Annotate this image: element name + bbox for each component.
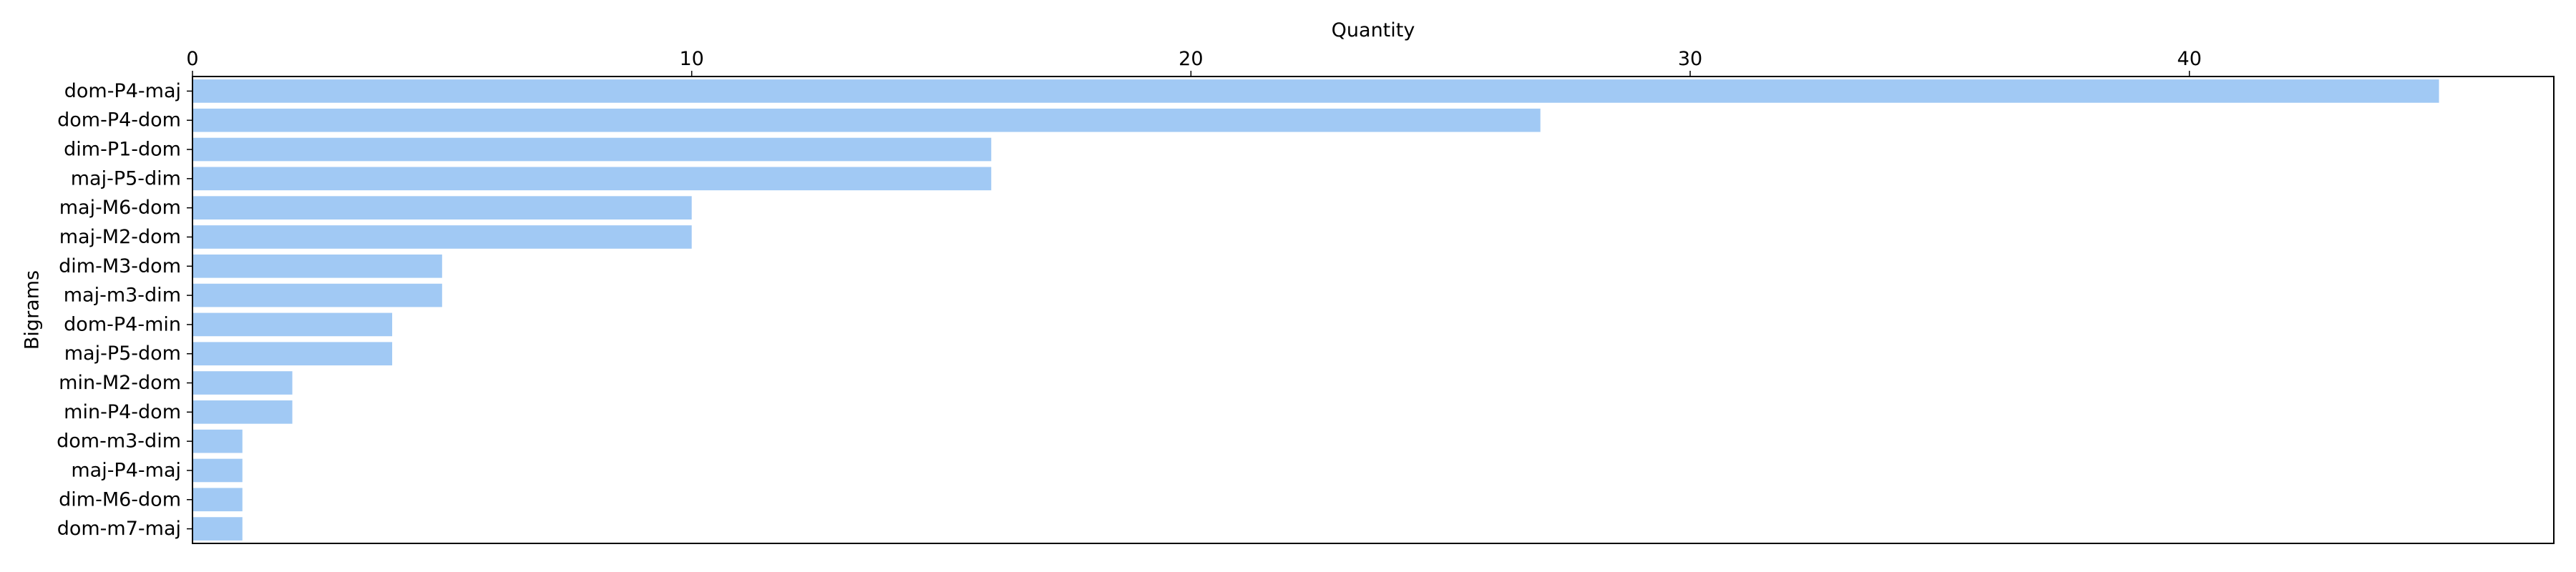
y-tick-label: maj-m3-dim [64, 285, 181, 307]
y-tick-label: maj-M6-dom [59, 197, 181, 219]
y-tick-label: dom-m3-dim [57, 430, 181, 453]
bars-group [192, 79, 2439, 541]
bar-maj-P5-dim [192, 167, 992, 191]
y-tick-label: dom-P4-min [64, 313, 181, 335]
y-tick-label: maj-P4-maj [71, 459, 181, 481]
y-tick-label: min-P4-dom [64, 401, 181, 423]
bar-maj-P5-dom [192, 342, 393, 366]
bar-dom-m3-dim [192, 429, 243, 453]
x-tick-label: 40 [2177, 48, 2202, 70]
bar-dom-P4-maj [192, 79, 2439, 103]
bar-maj-m3-dim [192, 283, 442, 307]
plot-frame [192, 76, 2555, 544]
y-tick-label: dim-M3-dom [59, 255, 181, 277]
y-tick-label: dim-M6-dom [59, 488, 181, 511]
y-tick-label: dim-P1-dom [64, 139, 181, 161]
x-tick-label: 30 [1678, 48, 1702, 70]
bar-dim-P1-dom [192, 137, 992, 162]
bar-min-P4-dom [192, 400, 293, 424]
bar-maj-M6-dom [192, 196, 692, 220]
y-tick-label: min-M2-dom [59, 372, 181, 394]
y-tick-label: dom-P4-dom [57, 109, 181, 132]
x-tick-label: 10 [679, 48, 703, 70]
y-axis: dom-P4-maj dom-P4-dom dim-P1-dom maj-P5-dim… [57, 80, 192, 540]
bar-dom-P4-min [192, 312, 393, 337]
y-tick-label: dom-P4-maj [64, 80, 181, 102]
y-tick-label: dom-m7-maj [57, 518, 181, 540]
bar-dim-M6-dom [192, 488, 243, 512]
bar-maj-M2-dom [192, 225, 692, 249]
bar-min-M2-dom [192, 371, 293, 395]
y-axis-label: Bigrams [21, 270, 44, 350]
bar-maj-P4-maj [192, 458, 243, 483]
bar-dom-m7-maj [192, 517, 243, 541]
bar-dim-M3-dom [192, 254, 442, 278]
bar-dom-P4-dom [192, 108, 1541, 132]
y-tick-label: maj-P5-dim [71, 167, 181, 189]
x-axis-label: Quantity [1332, 19, 1415, 41]
y-tick-label: maj-P5-dom [64, 342, 181, 365]
x-tick-label: 20 [1179, 48, 1203, 70]
x-axis: 0 10 20 30 40 [186, 48, 2202, 77]
y-tick-label: maj-M2-dom [59, 226, 181, 248]
x-tick-label: 0 [186, 48, 198, 70]
